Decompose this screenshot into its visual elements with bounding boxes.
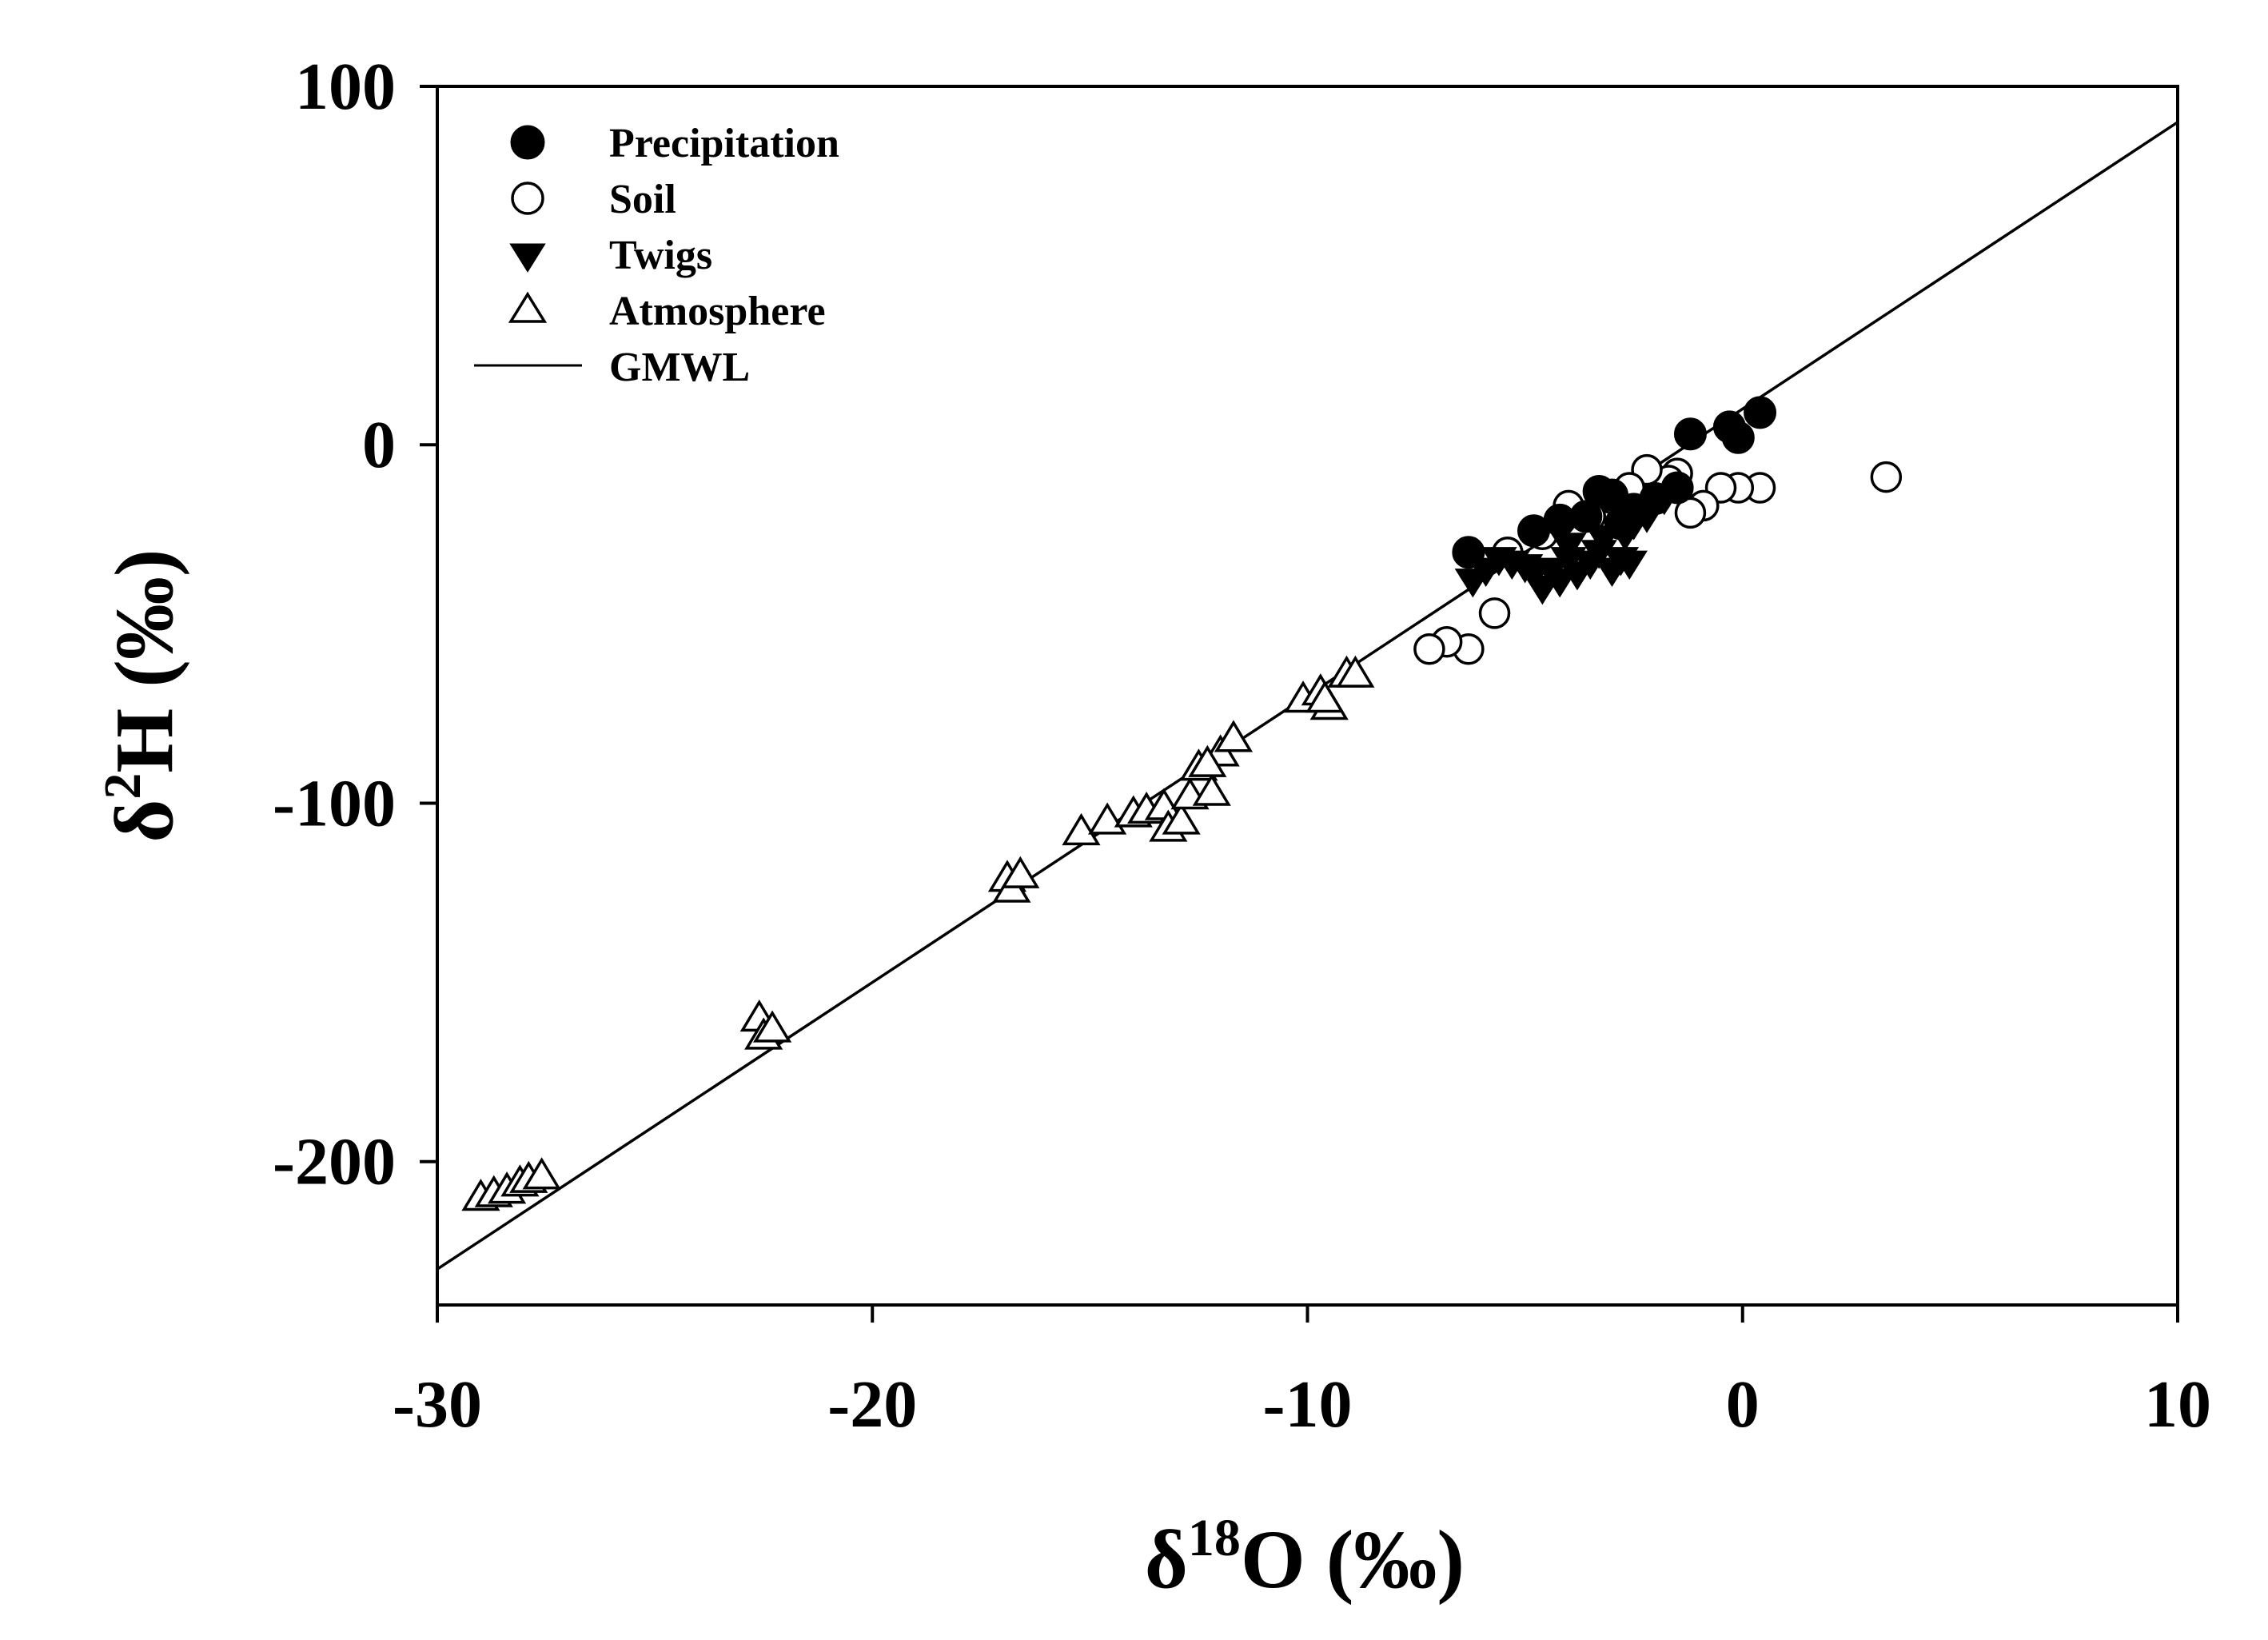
legend-precipitation-marker-icon	[510, 125, 545, 160]
atmosphere-point	[1305, 680, 1345, 713]
legend-soil-marker-icon	[511, 182, 544, 215]
y-tick-label: 100	[295, 50, 396, 124]
atmosphere-point	[1214, 720, 1254, 752]
twigs-point	[1646, 485, 1683, 516]
data-points	[461, 396, 1903, 1211]
precipitation-point	[1673, 417, 1707, 451]
x-tick-label: -20	[827, 1367, 917, 1442]
twigs-point	[1550, 533, 1587, 562]
legend-precipitation-label: Precipitation	[609, 121, 839, 166]
atmosphere-point	[1192, 773, 1231, 806]
atmosphere-point	[1162, 802, 1201, 835]
soil-point	[1413, 632, 1445, 665]
legend-twigs-marker-icon	[509, 243, 546, 273]
y-tick-label: -200	[273, 1125, 396, 1199]
precipitation-point	[1517, 514, 1551, 548]
x-tick-label: -30	[393, 1367, 482, 1442]
precipitation-point	[1744, 396, 1777, 429]
twigs-point	[1611, 550, 1648, 580]
x-tick-label: -10	[1263, 1367, 1353, 1442]
soil-point	[1674, 497, 1707, 529]
legend-atmosphere-label: Atmosphere	[609, 289, 826, 334]
legend-soil-label: Soil	[609, 177, 676, 222]
atmosphere-point	[1188, 744, 1227, 777]
soil-point	[1870, 461, 1903, 493]
atmosphere-point	[1001, 856, 1040, 888]
atmosphere-point	[752, 1010, 792, 1043]
legend: Precipitation Soil Twigs Atmosphere GMWL	[474, 121, 839, 390]
y-axis-title: δ2H (‰)	[94, 549, 190, 842]
atmosphere-point	[1336, 655, 1375, 688]
y-tick-label: -100	[273, 766, 396, 840]
x-tick-label: 10	[2144, 1367, 2211, 1442]
atmosphere-point	[1062, 812, 1101, 846]
twigs-point	[1454, 569, 1492, 598]
atmosphere-point	[522, 1157, 561, 1190]
twigs-point	[1593, 557, 1631, 587]
legend-gmwl-label: GMWL	[609, 345, 750, 390]
legend-atmosphere-marker-icon	[508, 291, 548, 323]
x-axis-title: δ18O (‰)	[1145, 1509, 1465, 1606]
x-tick-label: 0	[1726, 1367, 1760, 1442]
soil-point	[1478, 597, 1511, 629]
legend-twigs-label: Twigs	[609, 233, 712, 278]
twigs-point	[1584, 525, 1622, 555]
precipitation-point	[1721, 421, 1755, 454]
y-tick-label: 0	[362, 408, 396, 482]
